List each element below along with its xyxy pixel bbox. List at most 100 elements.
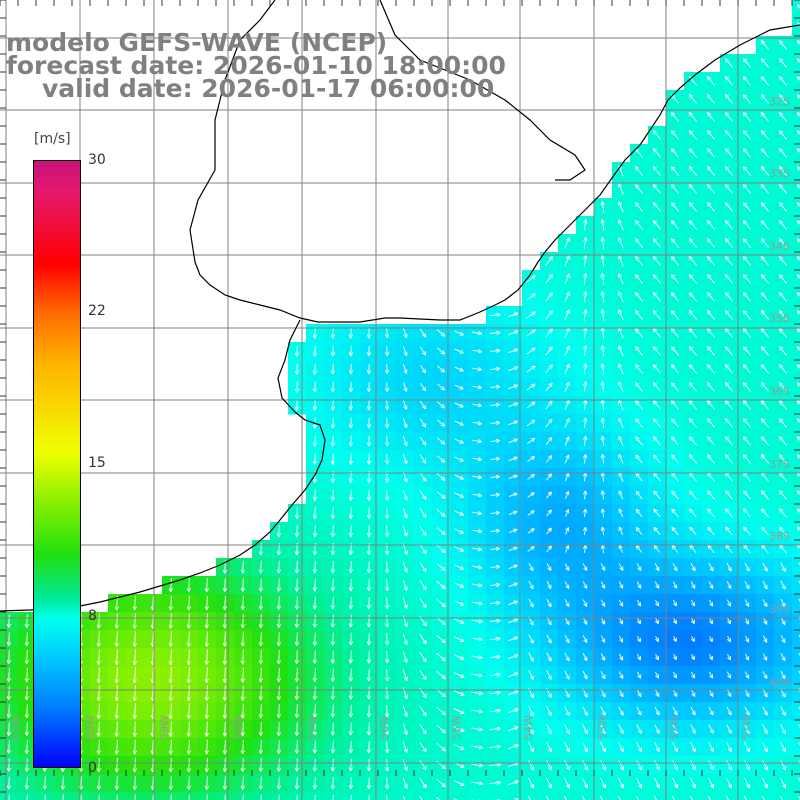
- wind-arrow: [471, 655, 483, 660]
- wind-arrow: [600, 544, 606, 554]
- wind-arrow: [258, 578, 263, 592]
- wind-arrow: [528, 580, 534, 590]
- wind-arrow: [564, 634, 570, 644]
- wind-arrow: [618, 363, 624, 375]
- wind-arrow: [330, 722, 335, 736]
- wind-speed-cell: [792, 90, 800, 109]
- wind-arrow: [545, 455, 553, 463]
- wind-arrow: [727, 653, 731, 661]
- wind-arrow: [600, 381, 605, 393]
- wind-arrow: [471, 619, 483, 624]
- wind-arrow: [778, 436, 788, 446]
- wind-arrow: [652, 328, 661, 338]
- wind-arrow: [384, 364, 390, 375]
- wind-arrow: [564, 363, 570, 375]
- wind-arrow: [564, 617, 570, 626]
- wind-arrow: [366, 579, 372, 592]
- wind-arrow: [490, 456, 500, 462]
- wind-arrow: [796, 274, 800, 279]
- wind-arrow: [672, 742, 678, 753]
- wind-arrow: [385, 650, 390, 664]
- wind-arrow: [42, 776, 47, 790]
- wind-arrow: [760, 94, 770, 104]
- wind-arrow: [384, 327, 390, 339]
- wind-arrow: [402, 471, 408, 483]
- wind-arrow: [436, 724, 446, 734]
- wind-arrow: [330, 345, 336, 357]
- wind-arrow: [545, 400, 553, 410]
- wind-arrow: [437, 365, 446, 373]
- wind-arrow: [760, 418, 770, 428]
- wind-arrow: [276, 740, 281, 754]
- wind-arrow: [652, 364, 661, 374]
- wind-arrow: [583, 309, 588, 321]
- wind-arrow: [634, 220, 643, 230]
- wind-arrow: [618, 237, 624, 249]
- wind-arrow: [636, 759, 642, 771]
- wind-arrow: [760, 346, 770, 356]
- wind-arrow: [384, 777, 390, 790]
- wind-arrow: [294, 650, 299, 664]
- wind-arrow: [724, 184, 734, 194]
- wind-arrow: [508, 636, 519, 642]
- wind-arrow: [312, 686, 317, 700]
- wind-speed-cell: [792, 792, 800, 800]
- wind-arrow: [294, 525, 300, 538]
- wind-arrow: [565, 527, 570, 535]
- wind-arrow: [366, 382, 372, 393]
- wind-arrow: [582, 777, 589, 789]
- wind-arrow: [294, 614, 299, 628]
- wind-arrow: [507, 654, 519, 660]
- wind-arrow: [402, 651, 408, 663]
- wind-arrow: [618, 599, 624, 607]
- wind-arrow: [8, 794, 10, 800]
- wind-speed-cell: [792, 234, 800, 253]
- wind-arrow: [778, 274, 788, 284]
- wind-arrow: [204, 703, 209, 719]
- wind-arrow: [366, 417, 372, 429]
- wind-arrow: [744, 795, 747, 800]
- wind-arrow: [419, 580, 427, 591]
- wind-speed-cell: [792, 18, 800, 37]
- wind-arrow: [453, 582, 465, 588]
- wind-arrow: [798, 562, 800, 570]
- wind-arrow: [724, 58, 734, 68]
- wind-arrow: [564, 670, 570, 680]
- wind-arrow: [96, 721, 101, 737]
- wind-arrow: [652, 400, 661, 410]
- wind-arrow: [528, 723, 534, 735]
- wind-arrow: [385, 704, 390, 718]
- wind-arrow: [670, 130, 680, 140]
- wind-arrow: [222, 631, 227, 647]
- wind-arrow: [688, 112, 698, 122]
- wind-arrow: [507, 708, 519, 714]
- wind-arrow: [132, 776, 137, 791]
- wind-arrow: [726, 671, 732, 679]
- wind-arrow: [436, 742, 446, 752]
- wind-arrow: [24, 758, 29, 772]
- wind-arrow: [761, 526, 769, 536]
- wind-arrow: [453, 618, 465, 624]
- wind-arrow: [670, 364, 679, 374]
- wind-arrow: [797, 526, 800, 531]
- wind-arrow: [744, 653, 750, 661]
- wind-arrow: [796, 112, 800, 117]
- wind-arrow: [762, 741, 768, 753]
- wind-arrow: [778, 310, 788, 320]
- wind-arrow: [600, 417, 605, 429]
- wind-arrow: [582, 617, 588, 625]
- wind-arrow: [276, 667, 281, 683]
- wind-arrow: [706, 256, 716, 266]
- wind-arrow: [134, 794, 136, 800]
- wind-arrow: [600, 435, 605, 447]
- wind-arrow: [419, 669, 427, 681]
- wind-arrow: [600, 581, 606, 589]
- wind-arrow: [688, 94, 698, 104]
- wind-arrow: [385, 686, 390, 700]
- wind-arrow: [204, 776, 209, 790]
- wind-arrow: [366, 327, 372, 339]
- wind-arrow: [80, 794, 82, 800]
- wind-arrow: [366, 507, 372, 519]
- wind-arrow: [168, 721, 173, 737]
- wind-arrow: [545, 418, 553, 428]
